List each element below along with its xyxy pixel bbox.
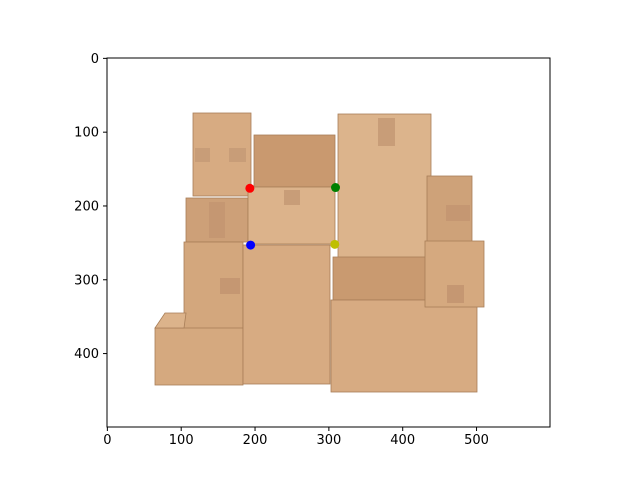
tape xyxy=(378,118,395,146)
tape xyxy=(220,278,240,294)
box-right-low xyxy=(330,299,478,393)
y-tick-label: 300 xyxy=(74,273,99,288)
box-center-top xyxy=(253,134,336,188)
x-tick-label: 200 xyxy=(243,433,268,448)
x-tick-label: 500 xyxy=(464,433,489,448)
x-tick-label: 0 xyxy=(103,433,111,448)
tape xyxy=(446,205,470,221)
box-right-mid xyxy=(332,256,427,301)
y-axis: 0 100 200 300 400 xyxy=(74,52,107,362)
tape xyxy=(229,148,246,162)
box-left-low-lid xyxy=(154,312,187,329)
box-center-tall xyxy=(242,244,331,385)
tape xyxy=(447,285,464,303)
x-tick-label: 400 xyxy=(390,433,415,448)
x-tick-label: 300 xyxy=(316,433,341,448)
x-axis: 0 100 200 300 400 500 xyxy=(103,427,489,448)
x-tick-label: 100 xyxy=(169,433,194,448)
y-tick-label: 200 xyxy=(74,199,99,214)
tape xyxy=(284,190,300,205)
points-layer xyxy=(245,183,341,250)
scatter-point-2 xyxy=(246,240,256,250)
tape xyxy=(195,148,210,162)
tape xyxy=(209,202,225,238)
box-left-low xyxy=(154,327,244,386)
y-tick-label: 400 xyxy=(74,347,99,362)
y-tick-label: 100 xyxy=(74,126,99,141)
y-tick-label: 0 xyxy=(91,52,99,67)
scatter-point-3 xyxy=(330,239,340,249)
boxes-photo xyxy=(154,112,485,393)
scatter-point-1 xyxy=(331,183,341,193)
scatter-point-0 xyxy=(245,183,255,193)
